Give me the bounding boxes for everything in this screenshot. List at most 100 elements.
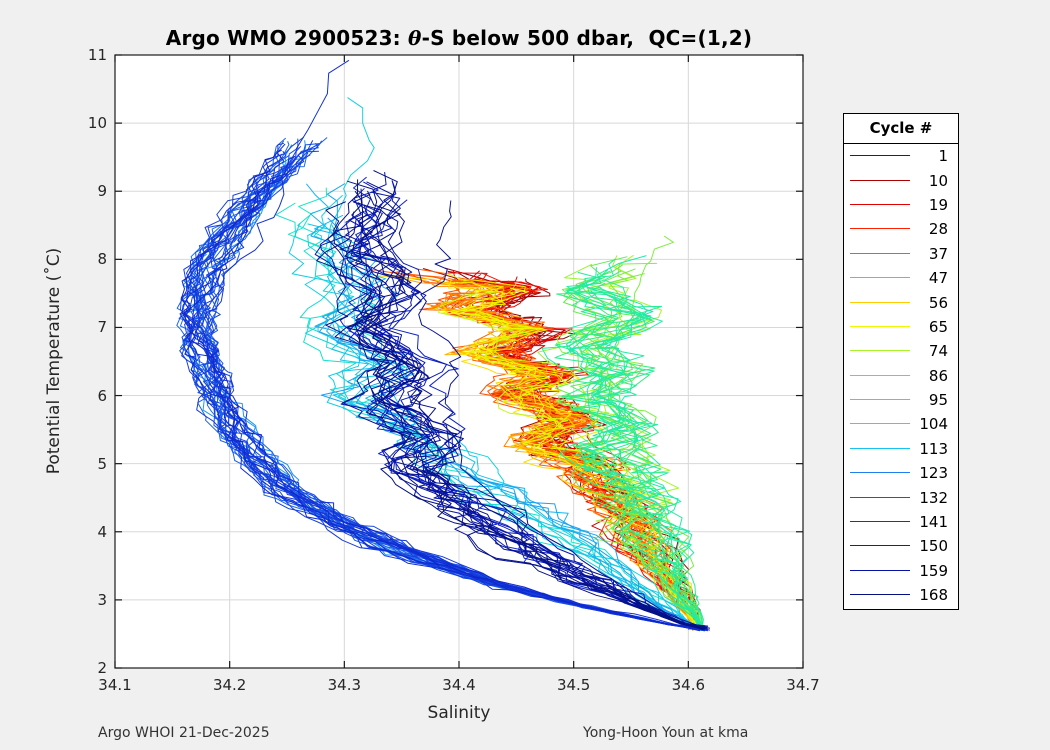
legend-label: 65	[928, 317, 948, 336]
legend: Cycle # 1 10 19 28 37 47 56 65 74 86 95 104 113 123 13…	[843, 113, 959, 610]
profile-line-cycle-155	[370, 191, 705, 629]
legend-entry-cycle-56: 56	[844, 290, 958, 314]
y-tick-label: 8	[97, 250, 107, 269]
legend-entry-cycle-123: 123	[844, 461, 958, 485]
profile-line-cycle-168	[351, 190, 706, 629]
profile-line-cycle-149	[348, 211, 706, 628]
profile-line-cycle-163	[353, 193, 708, 630]
legend-label: 86	[928, 366, 948, 385]
profile-line-cycle-49	[442, 281, 697, 630]
profile-line-cycle-152	[340, 181, 708, 627]
legend-label: 168	[919, 586, 948, 605]
legend-entry-cycle-159: 159	[844, 559, 958, 583]
chart-title-suffix: -S below 500 dbar, QC=(1,2)	[421, 26, 753, 50]
x-tick-label: 34.3	[327, 676, 362, 694]
profile-line-cycle-168	[325, 201, 706, 628]
legend-label: 159	[919, 561, 948, 580]
profile-line-cycle-167	[346, 188, 704, 631]
x-tick-label: 34.5	[556, 676, 591, 694]
legend-label: 104	[919, 415, 948, 434]
profile-line-cycle-167	[344, 170, 705, 630]
legend-label: 56	[928, 293, 948, 312]
legend-line-sample	[850, 569, 910, 571]
legend-line-sample	[850, 350, 910, 352]
profile-line-cycle-100	[568, 267, 704, 631]
legend-line-sample	[850, 399, 910, 401]
legend-entry-cycle-65: 65	[844, 315, 958, 339]
legend-entry-cycle-168: 168	[844, 583, 958, 607]
legend-entry-cycle-141: 141	[844, 510, 958, 534]
profile-line-cycle-100	[566, 255, 699, 627]
legend-label: 95	[928, 391, 948, 410]
y-tick-label: 10	[87, 114, 107, 133]
legend-entry-cycle-10: 10	[844, 168, 958, 192]
legend-line-sample	[850, 594, 910, 596]
y-tick-label: 2	[97, 659, 107, 677]
legend-label: 132	[919, 488, 948, 507]
legend-entry-cycle-19: 19	[844, 193, 958, 217]
legend-line-sample	[850, 155, 910, 157]
legend-label: 123	[919, 464, 948, 483]
legend-entry-cycle-47: 47	[844, 266, 958, 290]
x-tick-label: 34.6	[671, 676, 706, 694]
legend-label: 19	[928, 195, 948, 214]
footer-credit-right: Yong-Hoon Youn at kma	[583, 725, 749, 741]
legend-entry-cycle-104: 104	[844, 412, 958, 436]
legend-label: 47	[928, 269, 948, 288]
profile-line-cycle-97	[541, 271, 702, 632]
profile-line-cycle-163	[362, 181, 705, 630]
legend-label: 10	[928, 171, 948, 190]
chart-title-prefix: Argo WMO 2900523:	[165, 26, 409, 50]
x-axis-label: Salinity	[427, 703, 491, 723]
profile-line-cycle-138	[181, 142, 706, 630]
legend-line-sample	[850, 203, 910, 205]
profile-line-cycle-144	[179, 155, 702, 631]
legend-entry-cycle-1: 1	[844, 144, 958, 168]
legend-entry-cycle-37: 37	[844, 242, 958, 266]
legend-label: 113	[919, 439, 948, 458]
profile-line-cycle-163	[355, 214, 704, 631]
y-axis-label: Potential Temperature (˚C)	[44, 247, 64, 475]
legend-entry-cycle-86: 86	[844, 364, 958, 388]
legend-line-sample	[850, 447, 910, 449]
profile-line-cycle-137	[186, 136, 706, 630]
profile-lines	[176, 59, 711, 632]
profile-line-cycle-163	[418, 200, 705, 629]
legend-label: 150	[919, 537, 948, 556]
legend-entry-cycle-132: 132	[844, 485, 958, 509]
legend-entry-cycle-150: 150	[844, 534, 958, 558]
x-tick-label: 34.1	[98, 676, 132, 694]
legend-line-sample	[850, 496, 910, 498]
legend-label: 37	[928, 244, 948, 263]
legend-line-sample	[850, 179, 910, 181]
legend-entries: 1 10 19 28 37 47 56 65 74 86 95 104 113 123 132 141 150 1…	[844, 144, 958, 609]
legend-label: 141	[919, 513, 948, 532]
profile-line-cycle-155	[319, 211, 711, 631]
legend-line-sample	[850, 423, 910, 425]
x-tick-label: 34.4	[442, 676, 476, 694]
profile-line-cycle-97	[565, 277, 705, 627]
legend-line-sample	[850, 277, 910, 279]
profile-line-cycle-135	[194, 142, 706, 632]
profile-line-cycle-94	[579, 289, 700, 630]
legend-line-sample	[850, 228, 910, 230]
y-tick-label: 5	[97, 454, 107, 473]
y-tick-label: 3	[97, 590, 107, 609]
legend-line-sample	[850, 472, 910, 474]
legend-line-sample	[850, 252, 910, 254]
legend-entry-cycle-28: 28	[844, 217, 958, 241]
axes-box	[114, 54, 804, 669]
legend-line-sample	[850, 325, 910, 327]
legend-label: 28	[928, 220, 948, 239]
chart-title-theta: θ	[408, 26, 422, 50]
legend-label: 74	[928, 342, 948, 361]
legend-line-sample	[850, 521, 910, 523]
y-tick-label: 6	[97, 386, 107, 405]
x-tick-label: 34.7	[786, 676, 820, 694]
y-tick-label: 4	[97, 522, 107, 541]
profile-line-cycle-98	[565, 279, 700, 627]
legend-label: 1	[938, 147, 948, 166]
legend-line-sample	[850, 374, 910, 376]
y-tick-label: 7	[97, 318, 107, 337]
